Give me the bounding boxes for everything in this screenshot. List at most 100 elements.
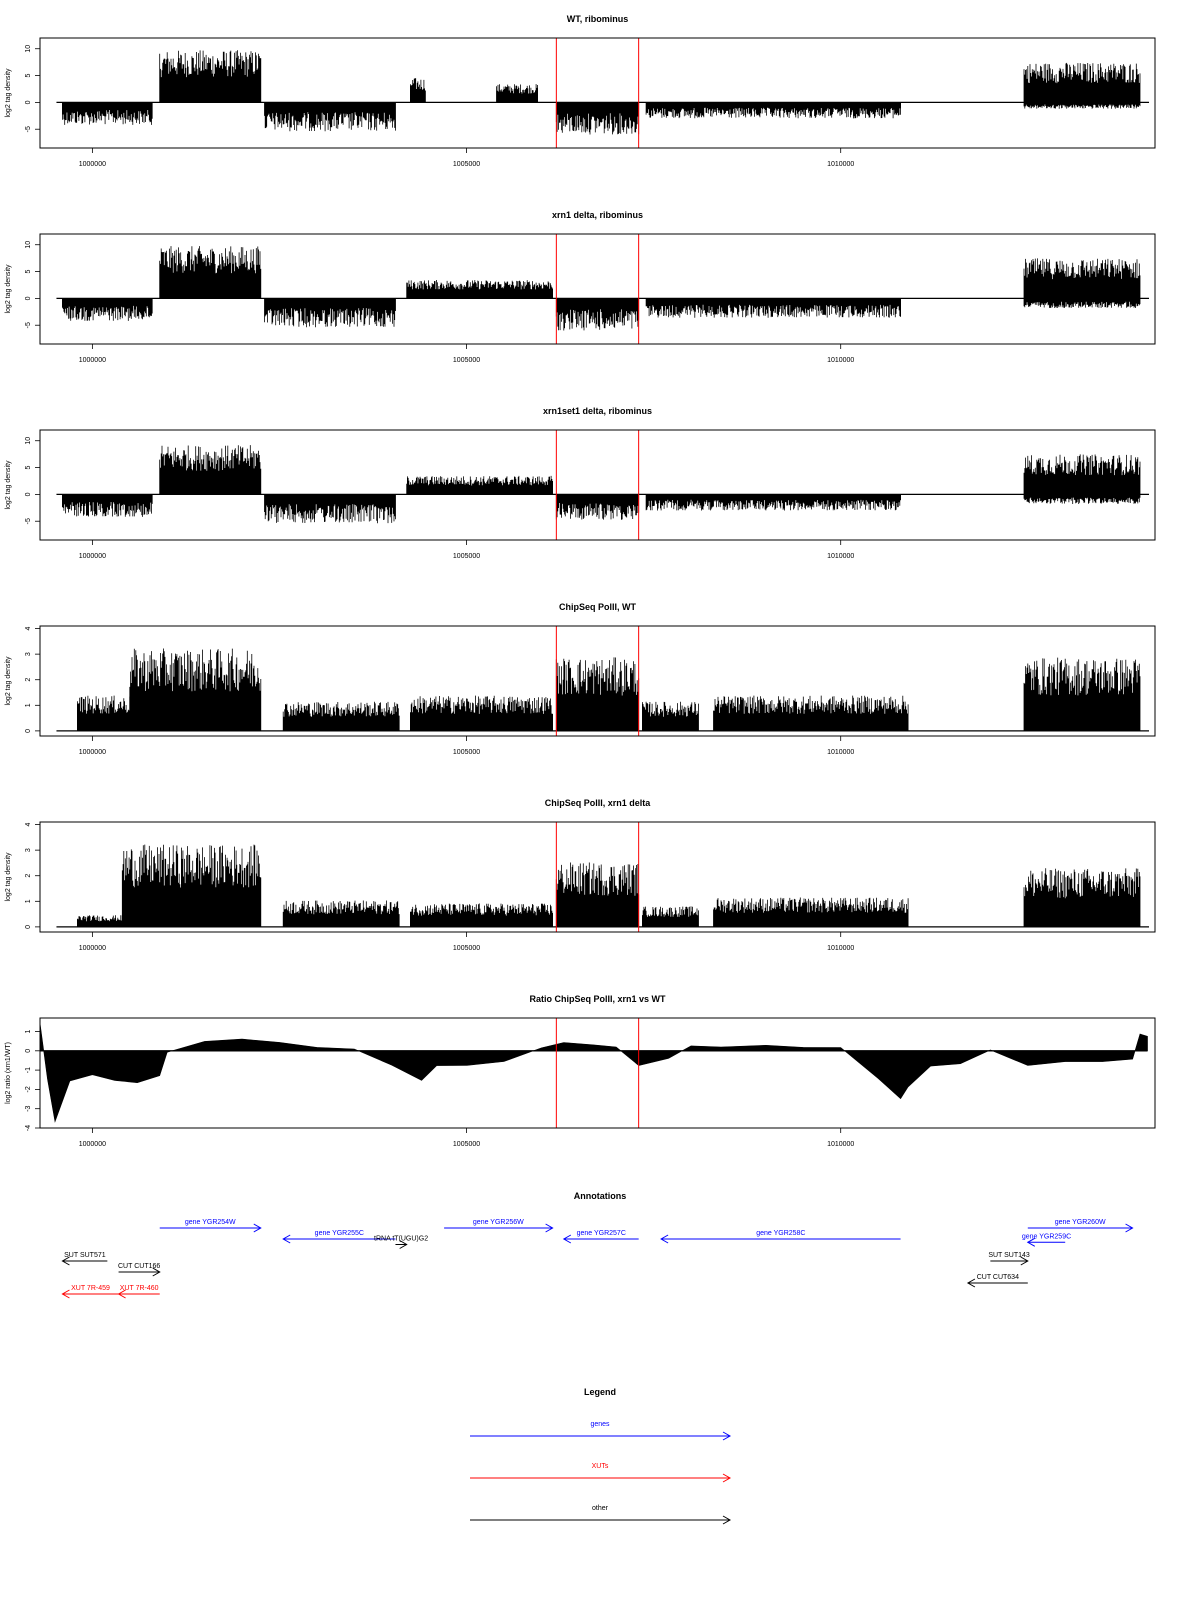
y-tick-label: 10 — [25, 45, 32, 53]
series-marks — [62, 246, 1141, 331]
y-tick-label: 0 — [25, 100, 32, 104]
legend-arrow-head — [722, 1515, 732, 1525]
x-tick-label: 1000000 — [79, 1141, 106, 1148]
data-bar-segment — [645, 298, 901, 318]
panel-6: Ratio ChipSeq PolII, xrn1 vs WT log2 rati… — [5, 994, 1156, 1148]
data-bar-segment — [1023, 62, 1141, 109]
data-bar-segment — [264, 298, 396, 328]
feature-label: XUT 7R-459 — [71, 1285, 110, 1292]
feature-arrow-head — [562, 1234, 572, 1244]
x-tick-label: 1010000 — [827, 749, 854, 756]
data-bar-segment — [406, 475, 553, 495]
feature-arrow-head — [61, 1256, 70, 1266]
series-marks — [77, 844, 1141, 927]
x-tick-label: 1000000 — [79, 161, 106, 168]
y-axis-label: log2 ratio (xrn1/WT) — [5, 1042, 12, 1104]
x-tick-label: 1010000 — [827, 945, 854, 952]
annotations-panel: Annotations gene YGR254W gene YGR255C tRNA … — [61, 1191, 1134, 1299]
panel-title: ChipSeq PolII, WT — [559, 602, 636, 612]
x-tick-label: 1010000 — [827, 357, 854, 364]
data-bar-segment — [264, 102, 396, 132]
y-tick-label: 0 — [25, 296, 32, 300]
data-bar-segment — [77, 915, 123, 927]
feature-arrow-head — [152, 1267, 161, 1277]
data-bar-segment — [410, 78, 426, 103]
data-bar-segment — [264, 494, 396, 524]
feature-arrow-head — [253, 1223, 262, 1233]
data-bar-segment — [645, 494, 901, 511]
y-tick-label: -5 — [25, 518, 32, 524]
plot-frame — [39, 625, 1156, 737]
data-bar-segment — [62, 494, 153, 517]
data-bar-segment — [1023, 868, 1141, 927]
data-bar-segment — [410, 695, 553, 731]
x-tick-label: 1000000 — [79, 553, 106, 560]
y-tick-label: 5 — [25, 466, 32, 470]
feature-arrow-head — [660, 1234, 669, 1244]
panel-title: Ratio ChipSeq PolII, xrn1 vs WT — [529, 994, 666, 1004]
y-tick-label: -5 — [25, 322, 32, 328]
y-tick-label: 4 — [25, 823, 32, 827]
y-tick-label: 2 — [25, 874, 32, 878]
data-bar-segment — [121, 844, 262, 927]
feature-label: gene YGR255C — [315, 1230, 364, 1237]
data-bar-segment — [555, 102, 640, 135]
data-bar-segment — [555, 862, 640, 927]
x-tick-label: 1005000 — [453, 161, 480, 168]
x-tick-label: 1005000 — [453, 357, 480, 364]
x-tick-label: 1000000 — [79, 357, 106, 364]
feature-label: gene YGR256W — [473, 1219, 524, 1226]
data-bar-segment — [496, 84, 538, 103]
data-bar-segment — [77, 695, 131, 731]
data-bar-segment — [62, 298, 153, 321]
panel-3: xrn1set1 delta, ribominus log2 tag densit… — [5, 406, 1156, 560]
y-tick-label: 4 — [25, 627, 32, 631]
data-bar-segment — [555, 494, 640, 520]
feature-arrow-head — [282, 1234, 291, 1244]
data-bar-segment — [642, 701, 699, 731]
y-tick-label: 5 — [25, 74, 32, 78]
y-tick-label: 0 — [25, 492, 32, 496]
feature-label: gene YGR258C — [756, 1230, 805, 1237]
data-bar-segment — [410, 903, 553, 927]
panel-title: xrn1set1 delta, ribominus — [543, 406, 652, 416]
legend-arrow-head — [722, 1431, 732, 1441]
y-tick-label: 3 — [25, 848, 32, 852]
feature-arrow-head — [1020, 1256, 1029, 1266]
legend-title: Legend — [584, 1387, 616, 1397]
plot-frame — [39, 233, 1156, 345]
feature-label: CUT CUT634 — [977, 1274, 1019, 1281]
y-tick-label: 1 — [25, 1029, 32, 1033]
legend-label: other — [592, 1505, 609, 1512]
y-tick-label: -2 — [25, 1086, 32, 1092]
series-marks — [62, 50, 1141, 135]
y-axis-label: log2 tag density — [5, 656, 12, 706]
feature-label: CUT CUT166 — [118, 1263, 160, 1270]
y-tick-label: 0 — [25, 1049, 32, 1053]
y-axis-label: log2 tag density — [5, 68, 12, 118]
y-tick-label: 2 — [25, 678, 32, 682]
panel-2: xrn1 delta, ribominus log2 tag density -5 0… — [5, 210, 1156, 364]
series-marks — [39, 1022, 1148, 1123]
data-bar-segment — [555, 298, 640, 331]
y-tick-label: -1 — [25, 1067, 32, 1073]
feature-arrow-head — [545, 1223, 554, 1233]
x-tick-label: 1005000 — [453, 1141, 480, 1148]
feature-label: gene YGR260W — [1055, 1219, 1106, 1226]
data-bar-segment — [645, 102, 901, 119]
data-bar-segment — [1023, 657, 1141, 731]
y-tick-label: 5 — [25, 270, 32, 274]
panel-4: ChipSeq PolII, WT log2 tag density 0 1 2 3 4 10… — [5, 602, 1156, 756]
legend-panel: Legend genes XUTs other — [470, 1387, 732, 1525]
legend-arrow-head — [722, 1473, 732, 1483]
y-tick-label: 10 — [25, 241, 32, 249]
panel-title: WT, ribominus — [567, 14, 629, 24]
x-tick-label: 1005000 — [453, 749, 480, 756]
data-bar-segment — [159, 445, 262, 495]
x-tick-label: 1000000 — [79, 749, 106, 756]
y-tick-label: 0 — [25, 729, 32, 733]
y-axis-label: log2 tag density — [5, 852, 12, 902]
data-bar-segment — [713, 695, 909, 731]
